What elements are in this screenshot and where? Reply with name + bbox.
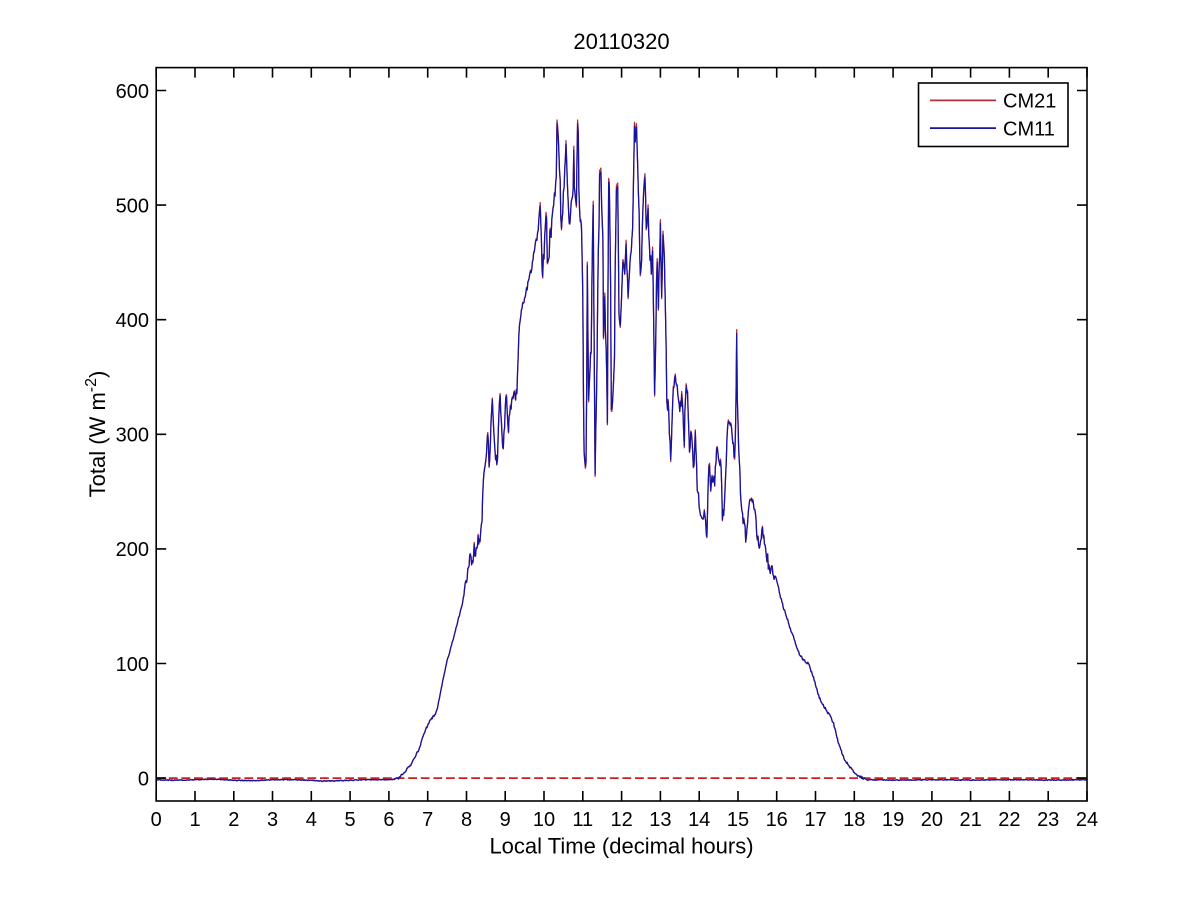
svg-text:21: 21 bbox=[959, 809, 981, 831]
svg-text:24: 24 bbox=[1076, 809, 1098, 831]
svg-text:6: 6 bbox=[383, 809, 394, 831]
svg-text:13: 13 bbox=[649, 809, 671, 831]
svg-text:20110320: 20110320 bbox=[573, 29, 669, 54]
svg-text:22: 22 bbox=[998, 809, 1020, 831]
svg-text:23: 23 bbox=[1037, 809, 1059, 831]
svg-text:14: 14 bbox=[688, 809, 710, 831]
svg-text:CM21: CM21 bbox=[1003, 91, 1056, 113]
svg-text:19: 19 bbox=[882, 809, 904, 831]
svg-text:12: 12 bbox=[610, 809, 632, 831]
svg-text:0: 0 bbox=[138, 768, 149, 790]
svg-text:500: 500 bbox=[116, 195, 149, 217]
svg-text:8: 8 bbox=[461, 809, 472, 831]
svg-text:17: 17 bbox=[804, 809, 826, 831]
svg-text:18: 18 bbox=[843, 809, 865, 831]
svg-text:300: 300 bbox=[116, 425, 149, 447]
svg-text:16: 16 bbox=[766, 809, 788, 831]
svg-text:400: 400 bbox=[116, 310, 149, 332]
svg-text:100: 100 bbox=[116, 654, 149, 676]
svg-text:2: 2 bbox=[228, 809, 239, 831]
svg-text:11: 11 bbox=[572, 809, 593, 831]
svg-text:15: 15 bbox=[727, 809, 749, 831]
svg-text:CM11: CM11 bbox=[1003, 118, 1055, 140]
svg-text:20: 20 bbox=[921, 809, 943, 831]
svg-text:3: 3 bbox=[267, 809, 278, 831]
svg-text:1: 1 bbox=[189, 809, 200, 831]
svg-text:5: 5 bbox=[345, 809, 356, 831]
svg-text:600: 600 bbox=[116, 81, 149, 103]
svg-text:200: 200 bbox=[116, 539, 149, 561]
svg-text:9: 9 bbox=[500, 809, 511, 831]
svg-text:10: 10 bbox=[533, 809, 555, 831]
svg-text:4: 4 bbox=[306, 809, 317, 831]
svg-text:0: 0 bbox=[151, 809, 162, 831]
svg-text:Local Time (decimal hours): Local Time (decimal hours) bbox=[489, 834, 753, 859]
svg-text:7: 7 bbox=[422, 809, 433, 831]
